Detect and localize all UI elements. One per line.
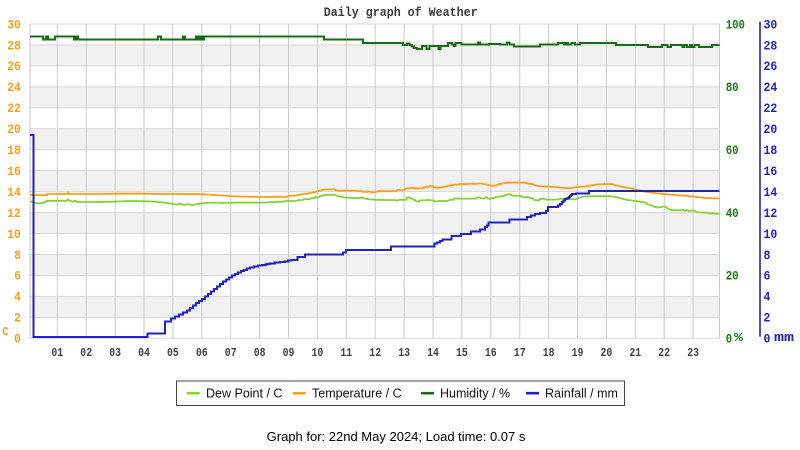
svg-text:2: 2 — [764, 312, 771, 326]
svg-text:14: 14 — [427, 346, 439, 360]
svg-text:15: 15 — [456, 346, 468, 360]
svg-text:6: 6 — [764, 270, 771, 284]
svg-text:%: % — [734, 331, 744, 345]
svg-text:10: 10 — [764, 228, 778, 242]
svg-text:21: 21 — [629, 346, 641, 360]
svg-text:18: 18 — [543, 346, 555, 360]
svg-text:22: 22 — [764, 102, 778, 116]
svg-text:19: 19 — [572, 346, 584, 360]
svg-text:0: 0 — [14, 332, 21, 347]
svg-text:4: 4 — [14, 290, 21, 305]
svg-text:12: 12 — [369, 346, 381, 360]
svg-text:22: 22 — [658, 346, 670, 360]
svg-text:07: 07 — [225, 346, 237, 360]
svg-text:03: 03 — [109, 346, 121, 360]
svg-text:12: 12 — [764, 207, 778, 221]
svg-text:24: 24 — [7, 80, 21, 95]
svg-text:11: 11 — [340, 346, 352, 360]
svg-text:16: 16 — [764, 165, 778, 179]
svg-text:Dew Point / C: Dew Point / C — [206, 387, 282, 401]
svg-text:22: 22 — [7, 101, 21, 116]
svg-text:28: 28 — [764, 39, 778, 53]
svg-text:24: 24 — [764, 81, 778, 95]
svg-text:0: 0 — [726, 333, 732, 347]
svg-text:4: 4 — [764, 291, 771, 305]
svg-text:18: 18 — [7, 143, 21, 158]
svg-text:Temperature / C: Temperature / C — [312, 387, 402, 401]
svg-text:mm: mm — [774, 331, 795, 345]
svg-text:Daily graph of Weather: Daily graph of Weather — [324, 5, 478, 20]
svg-text:02: 02 — [80, 346, 92, 360]
svg-text:12: 12 — [7, 206, 21, 221]
svg-text:28: 28 — [7, 38, 21, 53]
svg-text:14: 14 — [7, 185, 21, 200]
svg-text:09: 09 — [283, 346, 295, 360]
svg-text:20: 20 — [764, 123, 778, 137]
svg-text:80: 80 — [726, 81, 739, 95]
svg-text:17: 17 — [514, 346, 526, 360]
svg-text:06: 06 — [196, 346, 208, 360]
svg-text:Rainfall / mm: Rainfall / mm — [545, 387, 618, 401]
svg-text:23: 23 — [687, 346, 699, 360]
svg-text:100: 100 — [726, 18, 745, 32]
svg-text:2: 2 — [14, 311, 21, 326]
svg-text:08: 08 — [254, 346, 266, 360]
svg-text:60: 60 — [726, 144, 739, 158]
svg-text:16: 16 — [485, 346, 497, 360]
svg-text:26: 26 — [764, 60, 778, 74]
svg-text:40: 40 — [726, 207, 739, 221]
svg-text:26: 26 — [7, 59, 21, 74]
svg-text:8: 8 — [14, 248, 21, 263]
svg-text:C: C — [3, 326, 9, 340]
svg-text:01: 01 — [51, 346, 63, 360]
svg-text:0: 0 — [764, 333, 771, 347]
svg-text:20: 20 — [726, 270, 739, 284]
svg-text:Graph for: 22nd May 2024; Load: Graph for: 22nd May 2024; Load time: 0.0… — [267, 429, 526, 444]
svg-text:6: 6 — [14, 269, 21, 284]
svg-text:14: 14 — [764, 186, 778, 200]
svg-text:10: 10 — [7, 227, 21, 242]
svg-text:13: 13 — [398, 346, 410, 360]
svg-text:30: 30 — [764, 18, 778, 32]
svg-text:Humidity / %: Humidity / % — [440, 387, 510, 401]
svg-text:16: 16 — [7, 164, 21, 179]
svg-text:20: 20 — [7, 122, 21, 137]
svg-text:30: 30 — [7, 17, 21, 32]
svg-text:04: 04 — [138, 346, 150, 360]
svg-text:05: 05 — [167, 346, 179, 360]
svg-text:20: 20 — [601, 346, 613, 360]
svg-text:8: 8 — [764, 249, 771, 263]
svg-text:10: 10 — [312, 346, 324, 360]
svg-text:18: 18 — [764, 144, 778, 158]
